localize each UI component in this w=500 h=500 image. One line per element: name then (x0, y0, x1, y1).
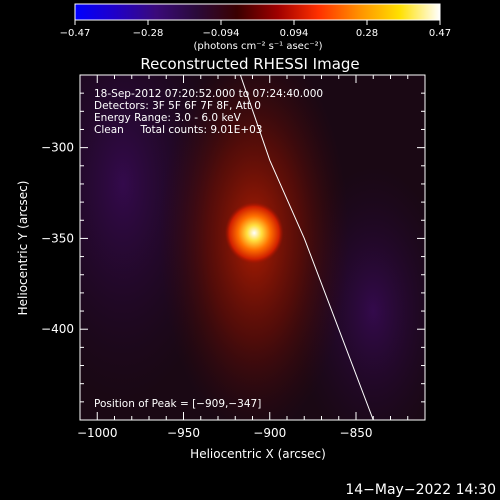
y-tick-label: −300 (41, 141, 74, 155)
y-tick-label: −350 (41, 231, 74, 245)
colorbar-tick-label: −0.094 (202, 28, 239, 39)
source-core (224, 202, 284, 264)
y-axis: −300 −350 −400 (41, 74, 425, 421)
colorbar-tick-label: −0.28 (133, 28, 164, 39)
y-tick-label: −400 (41, 322, 74, 336)
colorbar-unit-label: (photons cm⁻² s⁻¹ asec⁻²) (193, 41, 322, 52)
x-tick-label: −950 (167, 426, 200, 440)
heatmap-image (80, 75, 425, 420)
info-line-time: 18-Sep-2012 07:20:52.000 to 07:24:40.000 (94, 88, 323, 100)
solar-limb-line (239, 75, 374, 420)
x-tick-label: −1000 (77, 426, 118, 440)
footer-date: 14−May−2022 14:30 (345, 482, 496, 498)
x-axis: −1000 −950 −900 −850 (77, 75, 426, 440)
colorbar-tick-label: −0.47 (60, 28, 91, 39)
colorbar-labels: −0.47 −0.28 −0.094 0.094 0.28 0.47 (60, 28, 451, 39)
colorbar-tick-label: 0.47 (429, 28, 451, 39)
peak-position-label: Position of Peak = [−909,−347] (94, 398, 261, 410)
info-line-clean: Clean Total counts: 9.01E+03 (94, 124, 263, 136)
info-line-energy: Energy Range: 3.0 - 6.0 keV (94, 112, 242, 124)
colorbar-tick-label: 0.28 (356, 28, 378, 39)
x-axis-label: Heliocentric X (arcsec) (190, 447, 326, 461)
info-line-detectors: Detectors: 3F 5F 6F 7F 8F, Att 0 (94, 100, 261, 112)
colorbar-tick-label: 0.094 (280, 28, 309, 39)
x-tick-label: −900 (253, 426, 286, 440)
colorbar (74, 3, 441, 21)
colorbar-ticks (74, 20, 441, 25)
y-axis-label: Heliocentric Y (arcsec) (16, 181, 30, 316)
x-tick-label: −850 (340, 426, 373, 440)
chart-title: Reconstructed RHESSI Image (140, 55, 359, 73)
